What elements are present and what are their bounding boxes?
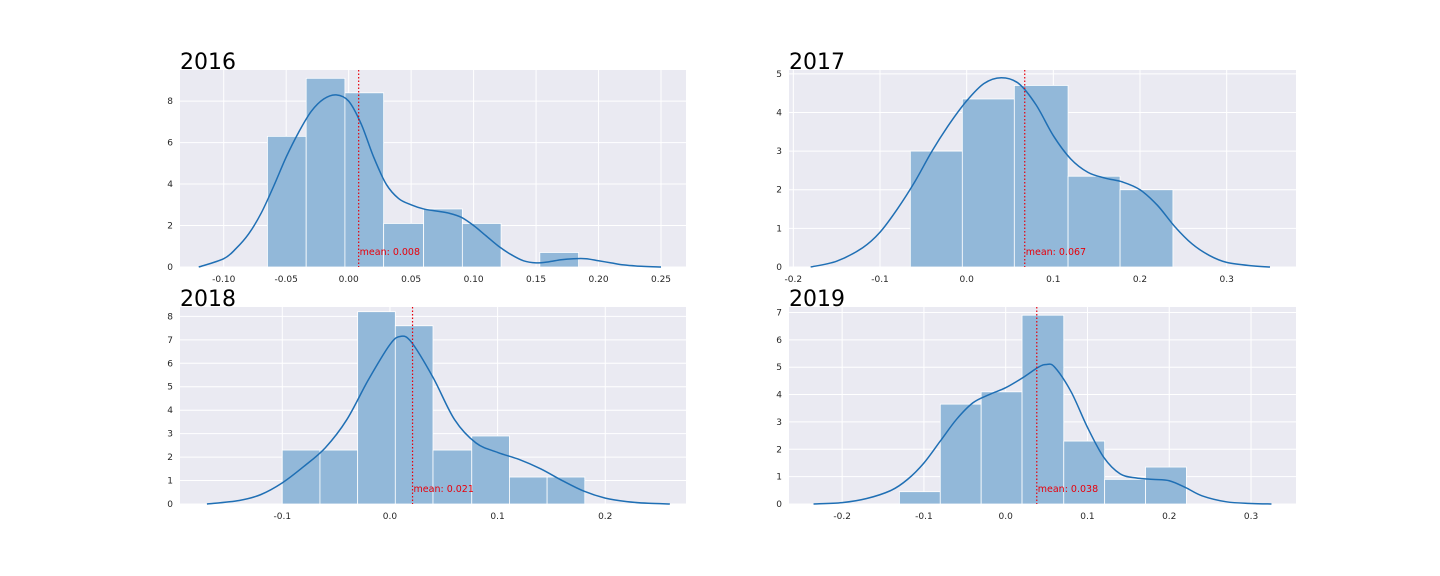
- histogram-bar: [1119, 189, 1174, 268]
- x-tick-label: 0.1: [1046, 275, 1060, 285]
- y-tick-label: 5: [776, 363, 782, 373]
- y-tick-label: 0: [776, 500, 782, 510]
- y-tick-label: 2: [776, 445, 782, 455]
- x-tick-label: 0.3: [1220, 275, 1234, 285]
- subplot-2019: 2019 -0.2 -0.1 0.0 0.1 0.2 0.3 0 1 2 3 4 5 6 7 mean: 0…: [776, 287, 1296, 522]
- y-tick-label: 0: [167, 500, 173, 510]
- y-tick-label: 1: [776, 473, 782, 483]
- y-tick-label: 7: [167, 336, 173, 346]
- subplot-title: 2019: [789, 287, 845, 312]
- x-tick-label: 0.0: [383, 512, 398, 522]
- x-tick-label: 0.3: [1244, 512, 1258, 522]
- histogram-bar: [546, 476, 586, 505]
- x-tick-label: -0.10: [212, 275, 236, 285]
- histogram-bar: [423, 208, 463, 268]
- y-tick-label: 0: [167, 263, 173, 273]
- y-tick-label: 4: [776, 108, 782, 118]
- histogram-bar: [1067, 175, 1121, 268]
- histogram-bar: [980, 391, 1023, 505]
- histogram-bar: [383, 223, 425, 268]
- histogram-bar: [357, 311, 396, 505]
- x-tick-label: -0.1: [273, 512, 291, 522]
- kde-curve: [198, 94, 662, 268]
- y-tick-label: 3: [776, 418, 782, 428]
- x-tick-label: 0.00: [339, 275, 359, 285]
- y-tick-label: 6: [167, 139, 173, 149]
- histogram-bar: [432, 449, 473, 505]
- histogram-bar: [1063, 440, 1106, 505]
- histogram-bar: [898, 491, 941, 505]
- x-tick-label: 0.05: [401, 275, 421, 285]
- y-tick-label: 7: [776, 308, 782, 318]
- histogram-bar: [939, 403, 982, 505]
- y-tick-label: 0: [776, 263, 782, 273]
- x-tick-label: 0.20: [589, 275, 609, 285]
- y-tick-label: 6: [776, 336, 782, 346]
- x-tick-label: 0.1: [1080, 512, 1094, 522]
- y-tick-label: 4: [167, 406, 173, 416]
- plot-area: [180, 70, 686, 268]
- histogram-bar: [267, 135, 307, 268]
- y-tick-label: 3: [167, 430, 173, 440]
- x-tick-label: 0.0: [999, 512, 1014, 522]
- y-tick-label: 1: [776, 224, 782, 234]
- subplot-2018: 2018 -0.1 0.0 0.1 0.2 0 1 2 3 4 5 6 7 8 mean: 0.021: [167, 287, 686, 522]
- y-tick-label: 8: [167, 97, 173, 107]
- x-tick-label: -0.05: [275, 275, 298, 285]
- x-tick-label: -0.1: [871, 275, 889, 285]
- y-tick-label: 4: [776, 391, 782, 401]
- histogram-bar: [471, 435, 510, 505]
- mean-label: mean: 0.008: [360, 247, 420, 258]
- y-tick-label: 4: [167, 180, 173, 190]
- subplot-title: 2018: [180, 287, 236, 312]
- x-tick-label: 0.1: [490, 512, 504, 522]
- histogram-bar: [1021, 314, 1065, 505]
- histogram-bar: [909, 150, 963, 268]
- plot-area: [180, 307, 686, 505]
- y-tick-label: 5: [167, 383, 173, 393]
- histogram-bar: [344, 92, 385, 268]
- x-tick-label: 0.10: [464, 275, 484, 285]
- y-tick-label: 3: [776, 147, 782, 157]
- x-tick-label: 0.2: [1162, 512, 1176, 522]
- histogram-bar: [961, 98, 1015, 268]
- histogram-bar: [394, 325, 434, 505]
- y-tick-label: 2: [776, 186, 782, 196]
- kde-curve: [206, 335, 670, 505]
- y-tick-label: 5: [776, 70, 782, 80]
- histogram-bar: [1104, 478, 1146, 505]
- subplot-title: 2017: [789, 50, 845, 75]
- histogram-bar: [509, 476, 548, 505]
- x-tick-label: 0.0: [960, 275, 975, 285]
- kde-curve: [813, 363, 1272, 505]
- x-tick-label: 0.2: [1133, 275, 1147, 285]
- x-tick-label: 0.2: [598, 512, 612, 522]
- subplot-title: 2016: [180, 50, 236, 75]
- y-tick-label: 6: [167, 359, 173, 369]
- x-tick-label: 0.25: [651, 275, 671, 285]
- x-tick-label: -0.1: [915, 512, 933, 522]
- mean-label: mean: 0.021: [414, 484, 474, 495]
- mean-label: mean: 0.067: [1026, 247, 1086, 258]
- x-tick-label: -0.2: [833, 512, 851, 522]
- subplot-2016: 2016 -0.10 -0.05 0.00 0.05 0.10 0.15 0.20 0.25 0…: [167, 50, 686, 285]
- y-tick-label: 1: [167, 477, 173, 487]
- y-tick-label: 2: [167, 222, 173, 232]
- kde-curve: [810, 76, 1271, 268]
- mean-label: mean: 0.038: [1038, 484, 1098, 495]
- plot-area: [789, 307, 1296, 505]
- x-tick-label: -0.2: [785, 275, 803, 285]
- histogram-bar: [305, 77, 346, 268]
- y-tick-label: 8: [167, 312, 173, 322]
- histogram-bar: [1013, 85, 1069, 268]
- x-tick-label: 0.15: [526, 275, 546, 285]
- histogram-bar: [461, 223, 502, 268]
- plot-area: [789, 70, 1296, 268]
- histogram-bar: [319, 449, 359, 505]
- y-tick-label: 2: [167, 453, 173, 463]
- subplot-2017: 2017 -0.2 -0.1 0.0 0.1 0.2 0.3 0 1 2 3 4 5 mean: 0.0…: [776, 50, 1296, 285]
